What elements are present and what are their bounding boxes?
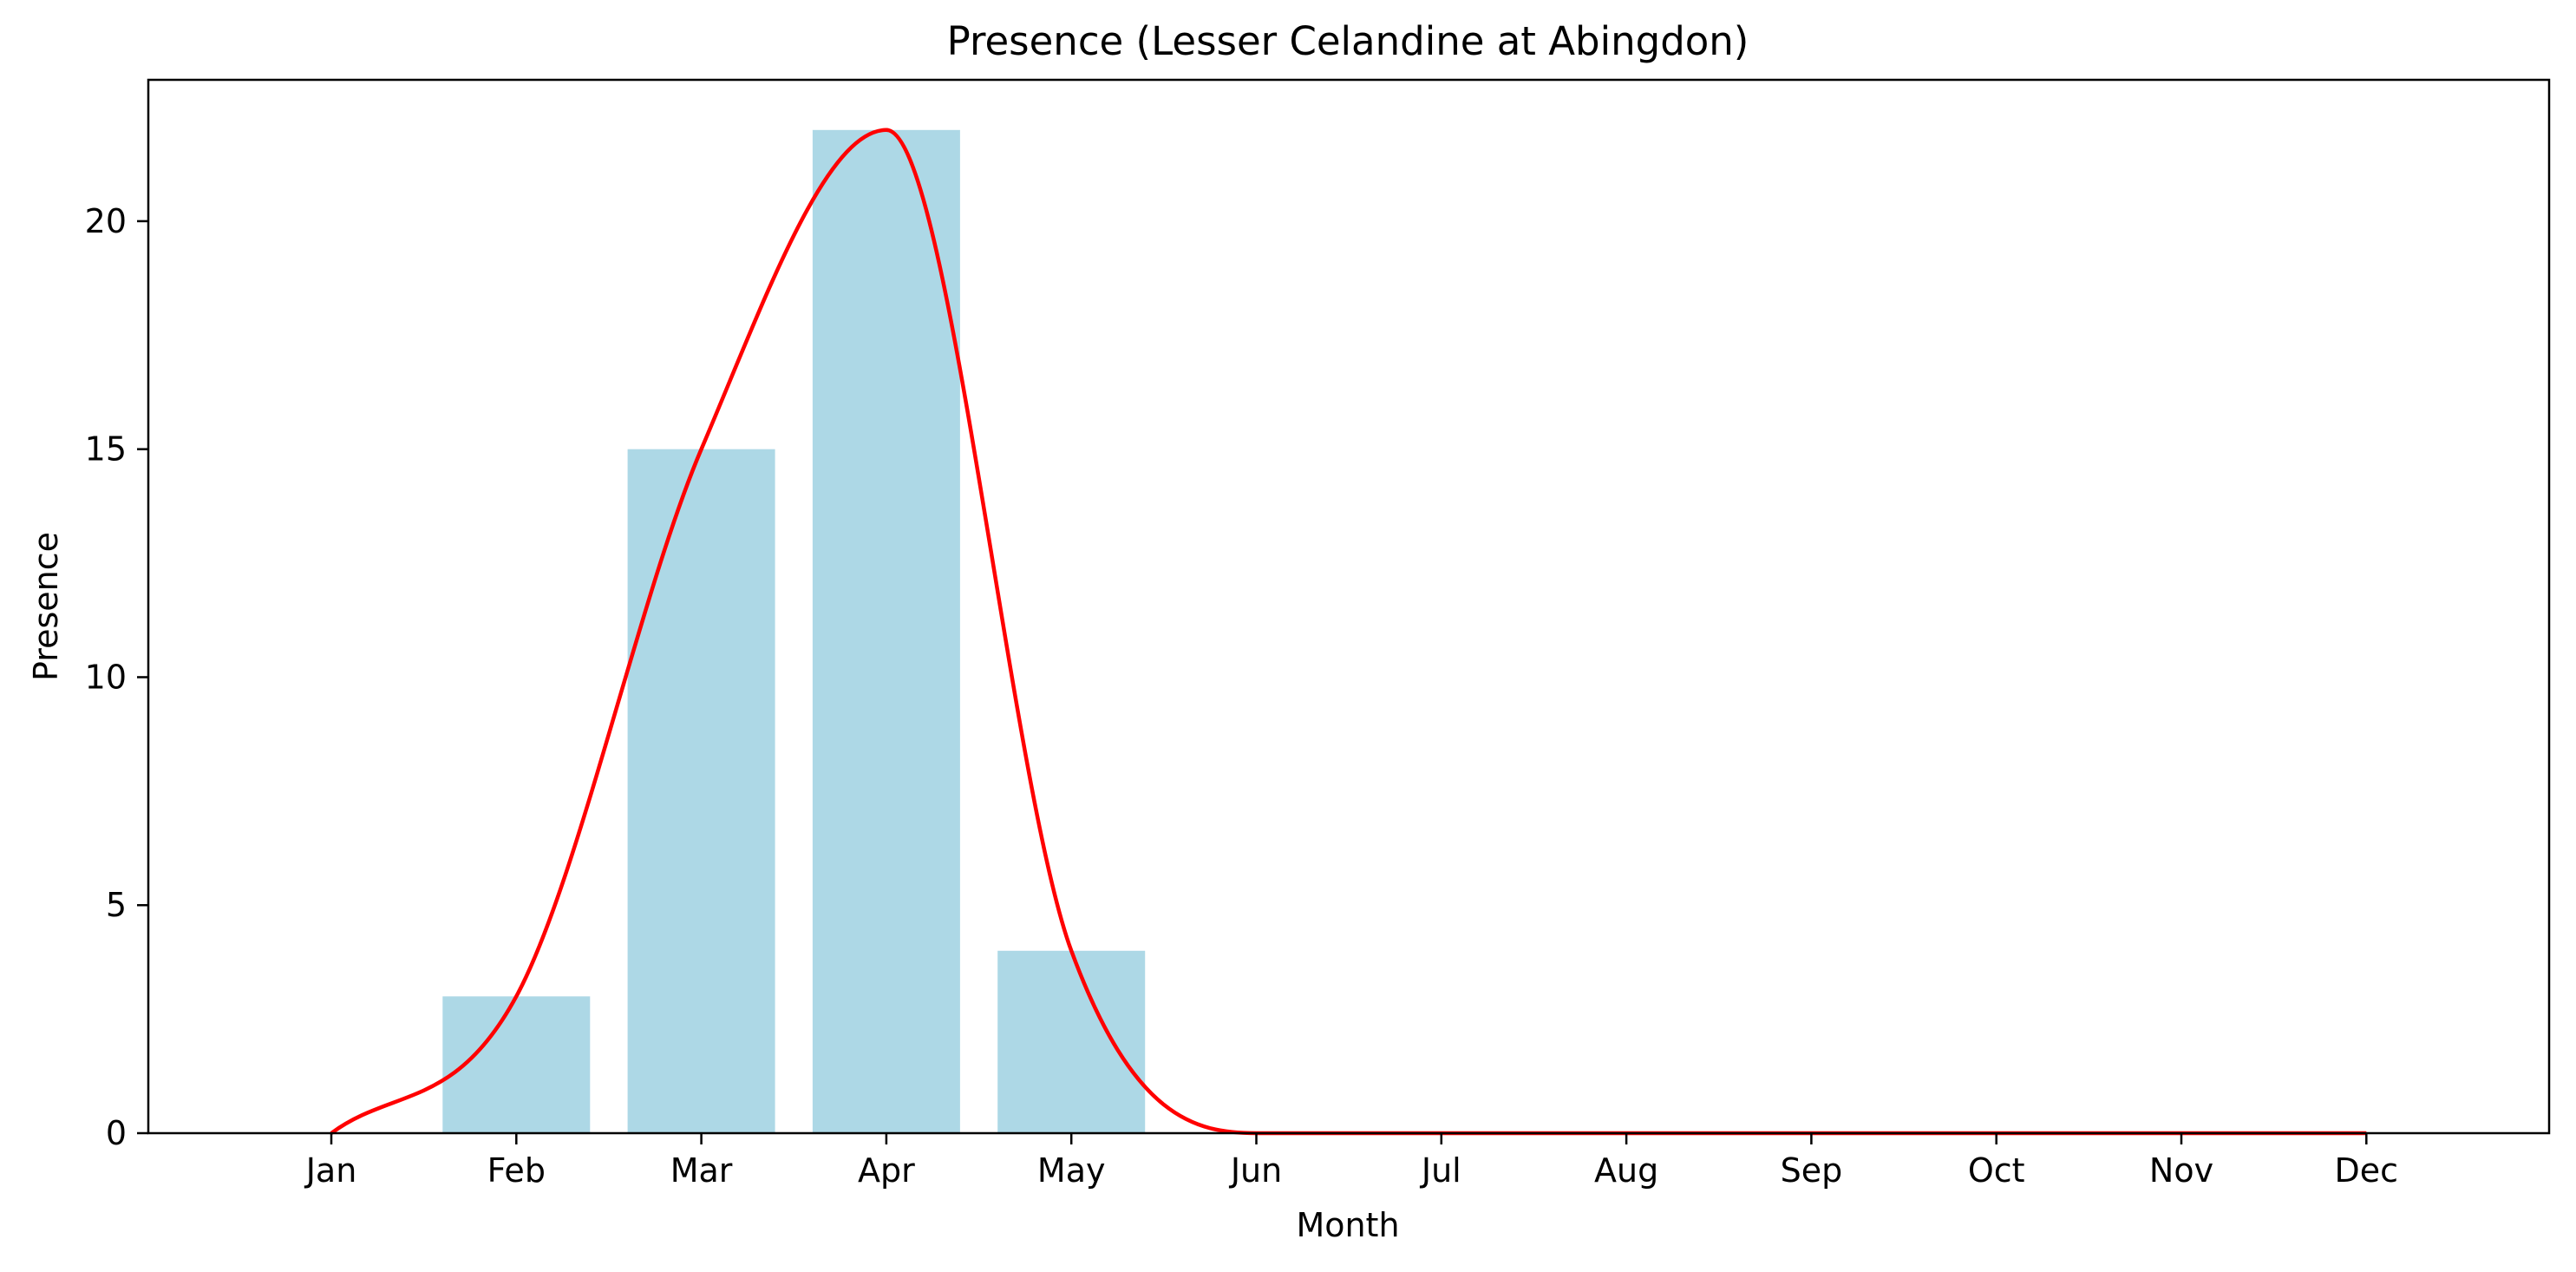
x-tick-label-oct: Oct (1968, 1151, 2025, 1190)
x-tick-label-feb: Feb (487, 1151, 546, 1190)
x-tick-label-may: May (1037, 1151, 1106, 1190)
y-tick-label-0: 0 (106, 1114, 127, 1152)
y-axis: 0 5 10 15 20 (85, 202, 148, 1152)
chart-title: Presence (Lesser Celandine at Abingdon) (947, 18, 1749, 64)
bar-apr (812, 129, 960, 1133)
x-tick-label-apr: Apr (858, 1151, 915, 1190)
x-tick-label-dec: Dec (2335, 1151, 2399, 1190)
bar-may (997, 950, 1146, 1133)
bar-mar (627, 449, 775, 1133)
plot-frame (147, 78, 2551, 1135)
x-tick-label-mar: Mar (670, 1151, 733, 1190)
x-tick-label-jul: Jul (1420, 1151, 1461, 1190)
y-tick-label-10: 10 (85, 658, 127, 696)
x-tick-label-aug: Aug (1594, 1151, 1658, 1190)
y-axis-label: Presence (27, 532, 65, 681)
x-axis: Jan Feb Mar Apr May Jun Jul Aug Sep Oct Nov Dec (304, 1133, 2398, 1190)
x-tick-label-jun: Jun (1229, 1151, 1282, 1190)
x-tick-label-sep: Sep (1781, 1151, 1843, 1190)
y-tick-label-20: 20 (85, 202, 127, 240)
y-tick-label-5: 5 (106, 886, 127, 924)
x-axis-label: Month (1296, 1206, 1399, 1244)
x-tick-label-nov: Nov (2149, 1151, 2213, 1190)
y-tick-label-15: 15 (85, 430, 127, 469)
bars-group (442, 129, 1146, 1133)
bar-feb (442, 996, 591, 1133)
x-tick-label-jan: Jan (304, 1151, 357, 1190)
